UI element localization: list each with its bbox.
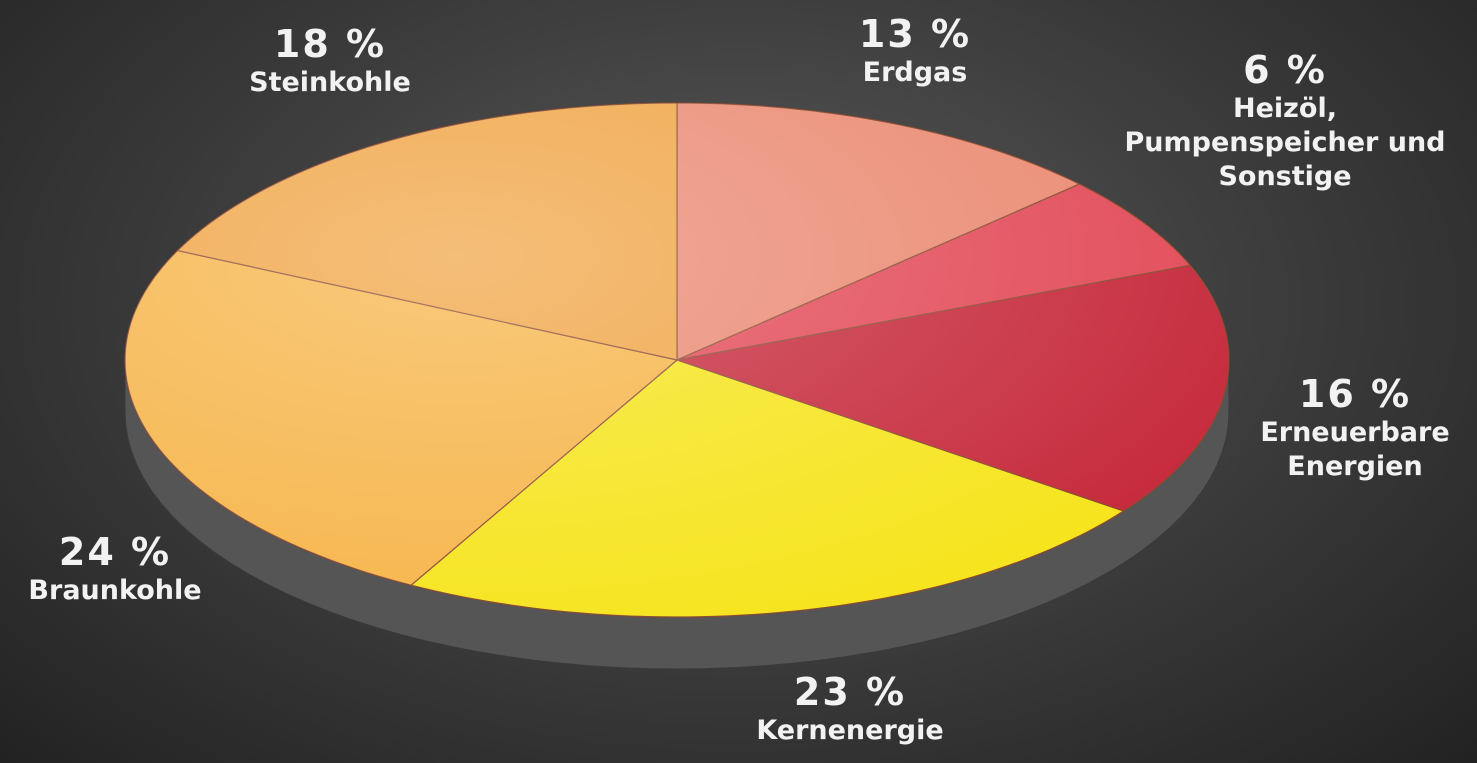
value-label: 23 % [793, 670, 907, 714]
category-label: Kernenergie [756, 715, 944, 746]
value-label: 13 % [858, 12, 972, 56]
category-label: Erdgas [862, 57, 968, 88]
value-label: 16 % [1298, 372, 1412, 416]
category-label: Steinkohle [249, 67, 411, 98]
category-label: Erneuerbare Energien [1260, 417, 1450, 482]
slice-label: 16 % Erneuerbare Energien [1235, 372, 1475, 484]
value-label: 18 % [273, 22, 387, 66]
slice-label: 23 % Kernenergie [700, 670, 1000, 748]
slice-label: 13 % Erdgas [800, 12, 1030, 90]
slice-label: 18 % Steinkohle [200, 22, 460, 100]
slice-label: 24 % Braunkohle [0, 530, 235, 608]
slice-label: 6 % Heizöl, Pumpenspeicher und Sonstige [1120, 48, 1450, 194]
value-label: 6 % [1243, 48, 1327, 92]
category-label: Heizöl, Pumpenspeicher und Sonstige [1124, 93, 1446, 192]
category-label: Braunkohle [28, 575, 202, 606]
value-label: 24 % [58, 530, 172, 574]
